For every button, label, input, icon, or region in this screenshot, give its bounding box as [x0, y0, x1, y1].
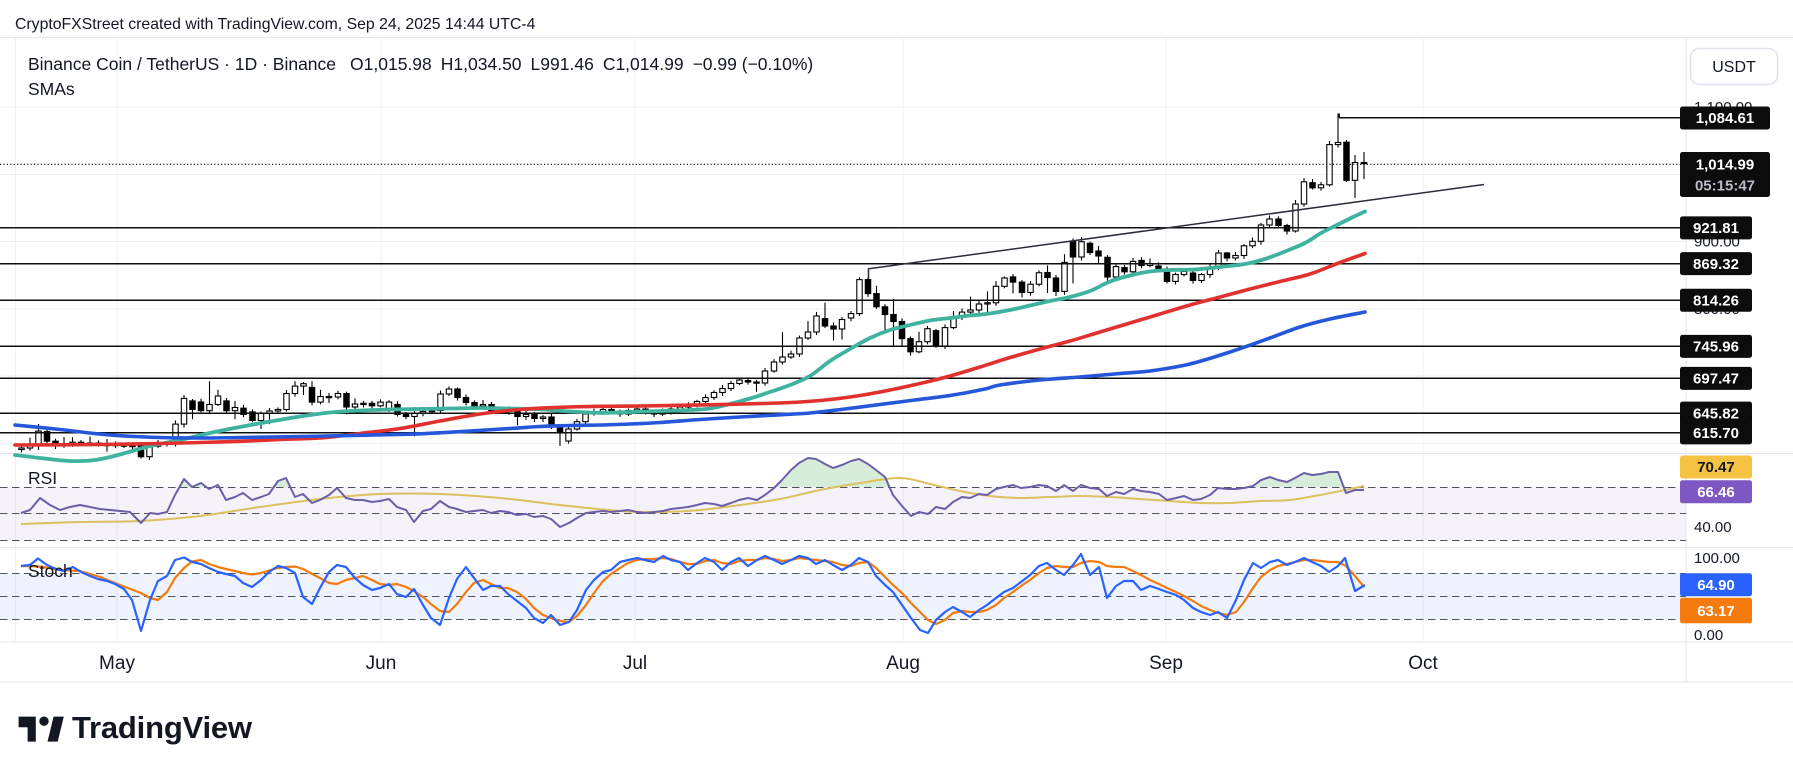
- svg-text:TradingView: TradingView: [72, 710, 253, 745]
- svg-text:May: May: [99, 653, 135, 674]
- svg-text:CryptoFXStreet created with Tr: CryptoFXStreet created with TradingView.…: [15, 16, 536, 33]
- svg-text:Sep: Sep: [1149, 653, 1183, 674]
- svg-text:869.32: 869.32: [1693, 256, 1739, 273]
- svg-text:100.00: 100.00: [1694, 550, 1740, 567]
- svg-text:645.82: 645.82: [1693, 405, 1739, 422]
- svg-text:Binance Coin / TetherUS · 1D ·: Binance Coin / TetherUS · 1D · Binance O1…: [28, 54, 813, 74]
- svg-text:RSI: RSI: [28, 468, 57, 488]
- svg-text:USDT: USDT: [1712, 59, 1756, 76]
- svg-text:05:15:47: 05:15:47: [1695, 178, 1755, 195]
- svg-text:615.70: 615.70: [1693, 425, 1739, 442]
- svg-text:66.46: 66.46: [1697, 484, 1735, 501]
- svg-text:921.81: 921.81: [1693, 220, 1739, 237]
- svg-text:Oct: Oct: [1408, 653, 1438, 674]
- svg-text:70.47: 70.47: [1697, 459, 1735, 476]
- svg-text:63.17: 63.17: [1697, 603, 1735, 620]
- svg-text:SMAs: SMAs: [28, 79, 75, 99]
- svg-text:Jul: Jul: [623, 653, 647, 674]
- svg-text:1,084.61: 1,084.61: [1696, 110, 1754, 127]
- svg-text:Aug: Aug: [886, 653, 920, 674]
- svg-text:Stoch: Stoch: [28, 561, 73, 581]
- svg-text:Jun: Jun: [366, 653, 397, 674]
- svg-text:697.47: 697.47: [1693, 371, 1739, 388]
- svg-text:0.00: 0.00: [1694, 627, 1723, 644]
- svg-text:745.96: 745.96: [1693, 339, 1739, 356]
- svg-text:1,014.99: 1,014.99: [1696, 157, 1754, 174]
- svg-text:64.90: 64.90: [1697, 577, 1735, 594]
- svg-text:40.00: 40.00: [1694, 519, 1732, 536]
- svg-text:814.26: 814.26: [1693, 293, 1739, 310]
